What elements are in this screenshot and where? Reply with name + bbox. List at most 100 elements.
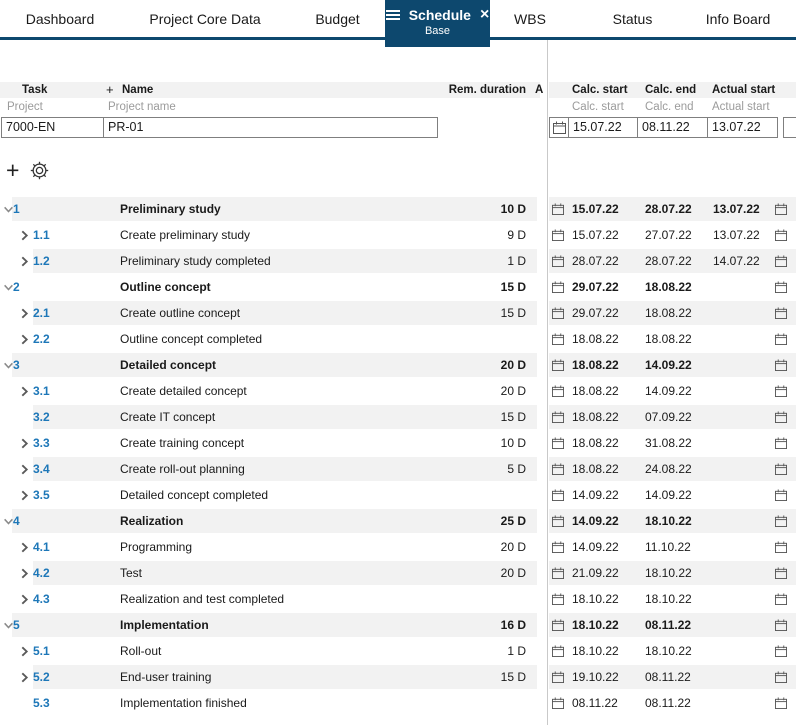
calendar-icon[interactable] — [552, 463, 564, 475]
task-row[interactable]: 2.1 Create outline concept 15 D 29.07.22… — [0, 300, 796, 326]
expand-icon[interactable] — [19, 542, 30, 553]
tab-project-core-data[interactable]: Project Core Data — [120, 0, 290, 37]
calc-start-value[interactable]: 14.09.22 — [572, 514, 619, 528]
calc-end-value[interactable]: 08.11.22 — [645, 618, 692, 632]
calc-start-value[interactable]: 19.10.22 — [572, 670, 619, 684]
calc-end-value[interactable]: 18.10.22 — [645, 566, 692, 580]
task-row[interactable]: 5.1 Roll-out 1 D 18.10.22 18.10.22 — [0, 638, 796, 664]
project-calc-end-field[interactable]: 08.11.22 — [638, 118, 708, 137]
task-row[interactable]: 3.4 Create roll-out planning 5 D 18.08.2… — [0, 456, 796, 482]
calendar-icon[interactable] — [775, 593, 787, 605]
tab-budget[interactable]: Budget — [290, 0, 385, 37]
calc-end-value[interactable]: 11.10.22 — [645, 540, 691, 554]
calc-end-value[interactable]: 14.09.22 — [645, 384, 692, 398]
panel-splitter[interactable] — [547, 40, 548, 725]
calendar-icon[interactable] — [550, 118, 569, 137]
calendar-icon[interactable] — [775, 619, 787, 631]
tab-dashboard[interactable]: Dashboard — [0, 0, 120, 37]
calendar-icon[interactable] — [775, 385, 787, 397]
calc-end-value[interactable]: 18.10.22 — [645, 644, 692, 658]
calc-end-value[interactable]: 18.08.22 — [645, 332, 692, 346]
calc-end-value[interactable]: 18.08.22 — [645, 306, 692, 320]
calendar-icon[interactable] — [552, 489, 564, 501]
menu-icon[interactable] — [385, 10, 400, 20]
actual-start-value[interactable]: 13.07.22 — [713, 228, 760, 242]
calendar-icon[interactable] — [552, 333, 564, 345]
calc-start-value[interactable]: 18.08.22 — [572, 358, 619, 372]
expand-icon[interactable] — [19, 256, 30, 267]
calc-end-value[interactable]: 18.08.22 — [645, 280, 692, 294]
calc-end-value[interactable]: 08.11.22 — [645, 670, 691, 684]
expand-icon[interactable] — [19, 308, 30, 319]
expand-icon[interactable] — [19, 594, 30, 605]
calendar-icon[interactable] — [552, 411, 564, 423]
calendar-icon[interactable] — [552, 385, 564, 397]
task-row[interactable]: 2.2 Outline concept completed 18.08.22 1… — [0, 326, 796, 352]
calendar-icon[interactable] — [552, 697, 564, 709]
task-row[interactable]: 5 Implementation 16 D 18.10.22 08.11.22 — [0, 612, 796, 638]
project-name-field[interactable]: PR-01 — [108, 120, 144, 134]
expand-icon[interactable] — [19, 334, 30, 345]
calc-end-value[interactable]: 18.10.22 — [645, 592, 692, 606]
task-row[interactable]: 4.3 Realization and test completed 18.10… — [0, 586, 796, 612]
calendar-icon[interactable] — [552, 281, 564, 293]
calc-end-value[interactable]: 18.10.22 — [645, 514, 692, 528]
project-id-field[interactable]: 7000-EN — [2, 118, 104, 137]
calc-start-value[interactable]: 15.07.22 — [572, 202, 619, 216]
calendar-icon[interactable] — [552, 203, 564, 215]
expand-icon[interactable] — [19, 568, 30, 579]
expand-icon[interactable] — [3, 516, 14, 527]
calendar-icon[interactable] — [552, 619, 564, 631]
calendar-icon[interactable] — [552, 229, 564, 241]
calendar-icon[interactable] — [775, 671, 787, 683]
project-actual-start-field[interactable]: 13.07.22 — [712, 120, 761, 134]
task-row[interactable]: 3.1 Create detailed concept 20 D 18.08.2… — [0, 378, 796, 404]
task-row[interactable]: 5.2 End-user training 15 D 19.10.22 08.1… — [0, 664, 796, 690]
close-icon[interactable]: × — [479, 6, 490, 23]
task-row[interactable]: 3.2 Create IT concept 15 D 18.08.22 07.0… — [0, 404, 796, 430]
calc-start-value[interactable]: 29.07.22 — [572, 306, 619, 320]
task-row[interactable]: 1.2 Preliminary study completed 1 D 28.0… — [0, 248, 796, 274]
expand-icon[interactable] — [19, 230, 30, 241]
expand-icon[interactable] — [19, 646, 30, 657]
calc-end-value[interactable]: 14.09.22 — [645, 358, 692, 372]
expand-icon[interactable] — [19, 672, 30, 683]
calendar-icon[interactable] — [775, 411, 787, 423]
calc-end-value[interactable]: 31.08.22 — [645, 436, 692, 450]
calc-end-value[interactable]: 28.07.22 — [645, 254, 692, 268]
expand-icon[interactable] — [3, 360, 14, 371]
calc-end-value[interactable]: 07.09.22 — [645, 410, 692, 424]
calendar-icon[interactable] — [775, 203, 787, 215]
task-row[interactable]: 4.2 Test 20 D 21.09.22 18.10.22 — [0, 560, 796, 586]
actual-start-value[interactable]: 13.07.22 — [713, 202, 760, 216]
expand-icon[interactable] — [19, 438, 30, 449]
calc-start-value[interactable]: 18.10.22 — [572, 644, 619, 658]
calc-start-value[interactable]: 18.10.22 — [572, 618, 619, 632]
task-row[interactable]: 5.3 Implementation finished 08.11.22 08.… — [0, 690, 796, 716]
calc-end-value[interactable]: 24.08.22 — [645, 462, 692, 476]
expand-icon[interactable] — [19, 490, 30, 501]
calc-end-value[interactable]: 08.11.22 — [645, 696, 691, 710]
calendar-icon[interactable] — [775, 463, 787, 475]
task-row[interactable]: 1.1 Create preliminary study 9 D 15.07.2… — [0, 222, 796, 248]
calc-start-value[interactable]: 28.07.22 — [572, 254, 619, 268]
task-row[interactable]: 3.3 Create training concept 10 D 18.08.2… — [0, 430, 796, 456]
calc-start-value[interactable]: 18.10.22 — [572, 592, 619, 606]
calendar-icon[interactable] — [552, 359, 564, 371]
calendar-icon[interactable] — [775, 515, 787, 527]
task-row[interactable]: 4 Realization 25 D 14.09.22 18.10.22 — [0, 508, 796, 534]
task-row[interactable]: 3 Detailed concept 20 D 18.08.22 14.09.2… — [0, 352, 796, 378]
calendar-icon[interactable] — [775, 697, 787, 709]
calendar-icon[interactable] — [552, 307, 564, 319]
calendar-icon[interactable] — [775, 359, 787, 371]
expand-icon[interactable] — [3, 204, 14, 215]
calendar-icon[interactable] — [552, 255, 564, 267]
calc-start-value[interactable]: 29.07.22 — [572, 280, 619, 294]
project-calc-start-field[interactable]: 15.07.22 — [569, 118, 638, 137]
task-row[interactable]: 1 Preliminary study 10 D 15.07.22 28.07.… — [0, 196, 796, 222]
calendar-icon[interactable] — [552, 541, 564, 553]
calendar-icon[interactable] — [552, 515, 564, 527]
calendar-icon[interactable] — [552, 437, 564, 449]
task-row[interactable]: 2 Outline concept 15 D 29.07.22 18.08.22 — [0, 274, 796, 300]
expand-icon[interactable] — [19, 386, 30, 397]
